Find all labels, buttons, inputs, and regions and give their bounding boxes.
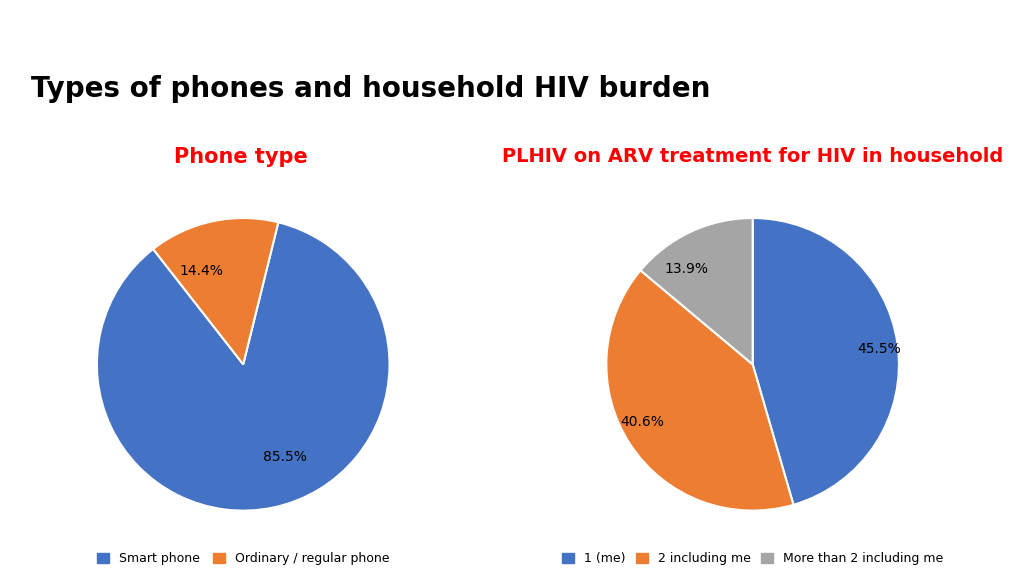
Wedge shape <box>97 222 389 510</box>
Text: 45.5%: 45.5% <box>857 343 901 357</box>
Legend: 1 (me), 2 including me, More than 2 including me: 1 (me), 2 including me, More than 2 incl… <box>557 547 948 570</box>
Text: 13.9%: 13.9% <box>665 262 708 276</box>
Text: 40.6%: 40.6% <box>621 415 665 429</box>
Wedge shape <box>640 218 753 364</box>
Text: 85.5%: 85.5% <box>263 450 307 464</box>
Text: Types of phones and household HIV burden: Types of phones and household HIV burden <box>31 75 710 103</box>
Wedge shape <box>606 270 794 510</box>
Legend: Smart phone, Ordinary / regular phone: Smart phone, Ordinary / regular phone <box>92 547 394 570</box>
Wedge shape <box>154 218 279 364</box>
Text: PLHIV on ARV treatment for HIV in household: PLHIV on ARV treatment for HIV in househ… <box>502 147 1004 166</box>
Text: 14.4%: 14.4% <box>179 264 223 278</box>
Text: Phone type: Phone type <box>174 147 307 167</box>
Wedge shape <box>753 218 899 505</box>
